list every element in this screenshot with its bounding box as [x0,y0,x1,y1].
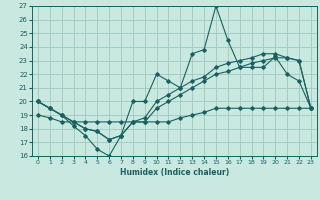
X-axis label: Humidex (Indice chaleur): Humidex (Indice chaleur) [120,168,229,177]
